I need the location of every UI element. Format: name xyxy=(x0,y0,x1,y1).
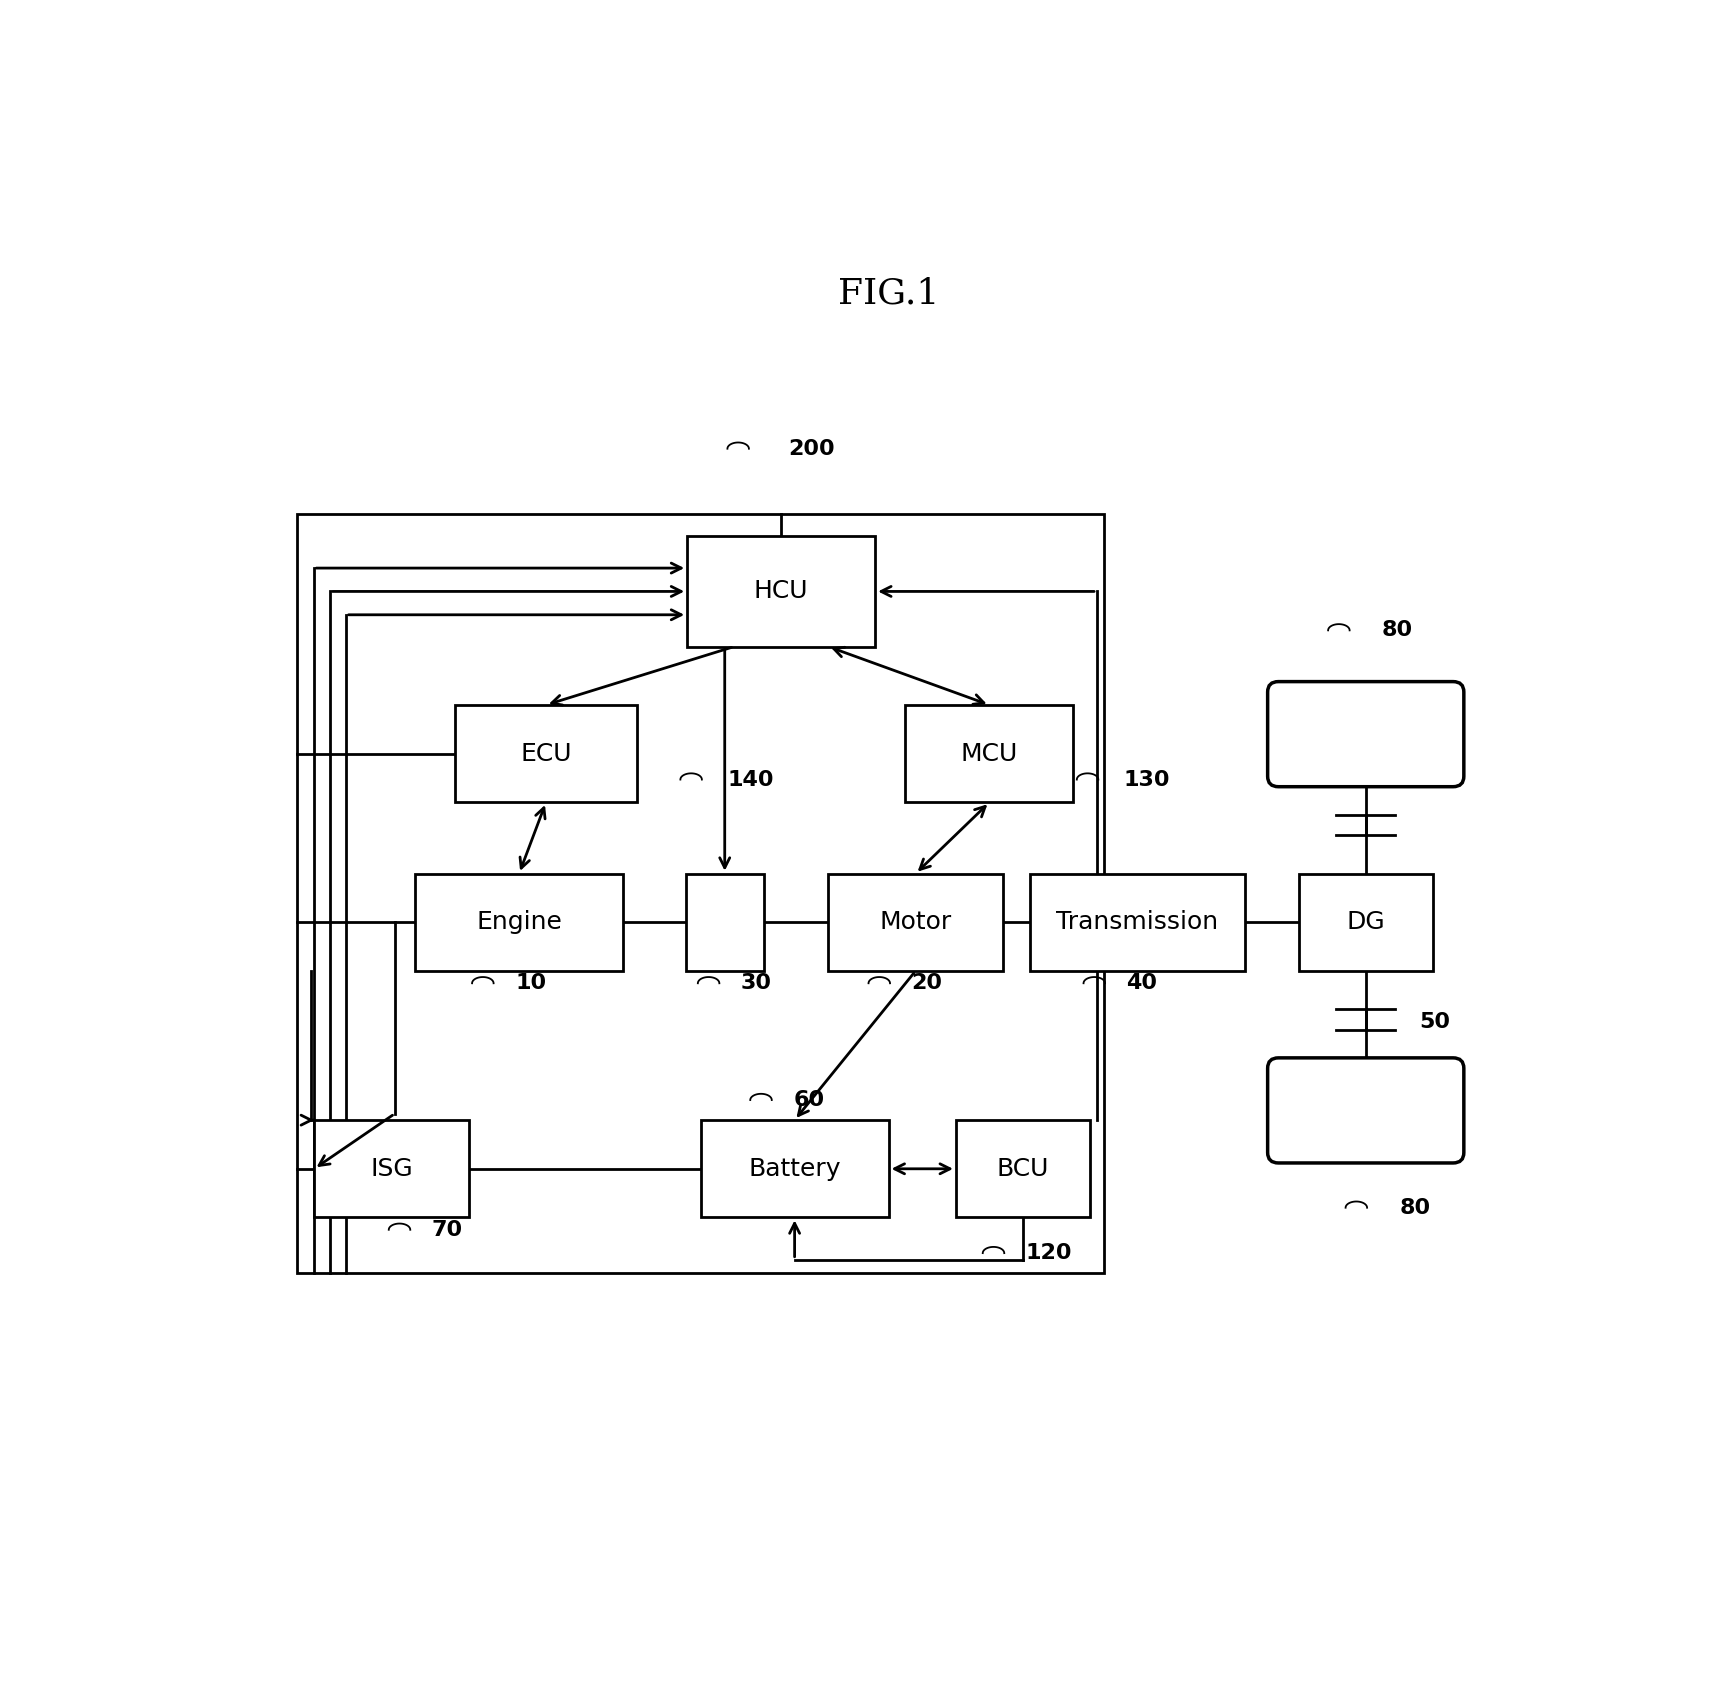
Text: HCU: HCU xyxy=(754,580,808,603)
FancyBboxPatch shape xyxy=(1268,682,1463,787)
Text: Engine: Engine xyxy=(477,910,562,933)
Text: DG: DG xyxy=(1346,910,1385,933)
Bar xyxy=(701,1121,890,1218)
Text: FIG.1: FIG.1 xyxy=(838,276,940,310)
Bar xyxy=(955,1121,1091,1218)
Text: 50: 50 xyxy=(1420,1013,1451,1033)
Bar xyxy=(414,873,623,971)
Bar xyxy=(685,873,763,971)
Text: 120: 120 xyxy=(1027,1244,1072,1264)
Text: 60: 60 xyxy=(792,1090,824,1110)
Bar xyxy=(1299,873,1432,971)
Text: ECU: ECU xyxy=(520,741,572,765)
Bar xyxy=(314,1121,468,1218)
Bar xyxy=(298,514,1105,1272)
Text: 10: 10 xyxy=(515,974,546,992)
Text: Motor: Motor xyxy=(879,910,952,933)
Bar xyxy=(1030,873,1245,971)
Text: 30: 30 xyxy=(740,974,772,992)
Text: 70: 70 xyxy=(432,1220,463,1240)
Text: 20: 20 xyxy=(912,974,943,992)
Text: 80: 80 xyxy=(1399,1198,1431,1218)
Text: 130: 130 xyxy=(1124,770,1170,790)
Bar xyxy=(456,704,636,802)
Text: 140: 140 xyxy=(728,770,773,790)
Text: BCU: BCU xyxy=(997,1158,1049,1181)
Bar xyxy=(829,873,1002,971)
FancyBboxPatch shape xyxy=(1268,1058,1463,1163)
Text: ISG: ISG xyxy=(369,1158,413,1181)
Text: 40: 40 xyxy=(1127,974,1158,992)
Bar xyxy=(687,536,876,647)
Text: 80: 80 xyxy=(1382,620,1413,640)
Text: 200: 200 xyxy=(787,438,834,458)
Text: MCU: MCU xyxy=(961,741,1018,765)
Bar xyxy=(905,704,1073,802)
Text: Transmission: Transmission xyxy=(1056,910,1219,933)
Text: Battery: Battery xyxy=(749,1158,841,1181)
